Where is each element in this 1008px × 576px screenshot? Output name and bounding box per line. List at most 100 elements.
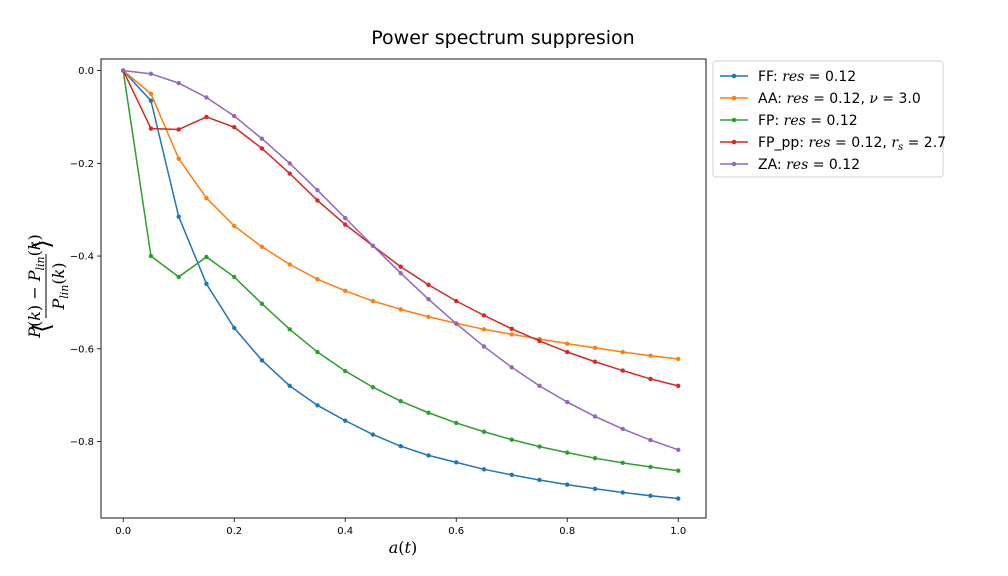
data-point — [620, 490, 625, 495]
data-point — [565, 349, 570, 355]
data-point — [287, 383, 292, 389]
data-point — [426, 410, 431, 415]
data-point — [454, 420, 459, 426]
data-point — [676, 468, 681, 473]
data-point — [315, 277, 320, 282]
data-point — [148, 91, 154, 96]
x-tick-label: 0.6 — [448, 526, 464, 537]
legend-box — [712, 60, 944, 178]
legend-label-ff: FF: res = 0.12 — [758, 69, 856, 85]
data-point — [259, 358, 265, 363]
data-point — [148, 253, 154, 259]
data-point — [481, 429, 487, 434]
plot-frame — [100, 58, 707, 519]
data-point — [343, 222, 348, 227]
data-point — [426, 296, 431, 302]
data-point — [315, 403, 320, 408]
data-point — [565, 450, 570, 455]
data-point — [481, 313, 487, 318]
data-point — [287, 262, 292, 267]
y-axis-label: ⟨ P(k) − Plin(k) Plin(k) ⟩ — [25, 234, 71, 339]
svg-text:⟨: ⟨ — [28, 323, 56, 332]
svg-text:P(k) − Plin(k): P(k) − Plin(k) — [25, 234, 47, 339]
series-line-4 — [123, 69, 679, 451]
chart-title: Power spectrum suppresion — [371, 27, 634, 49]
data-point — [565, 399, 570, 405]
data-point — [454, 321, 459, 326]
x-axis-label: a(t) — [389, 538, 417, 557]
data-point — [204, 281, 209, 287]
data-point — [204, 114, 209, 120]
data-point — [481, 327, 487, 332]
data-point — [370, 385, 376, 390]
data-point — [509, 437, 514, 442]
x-tick-label: 1.0 — [670, 526, 686, 537]
data-point — [509, 365, 514, 370]
data-point — [648, 464, 653, 470]
data-point — [620, 349, 625, 355]
x-tick-label: 0.8 — [559, 526, 575, 537]
data-point — [287, 327, 292, 332]
data-point — [148, 71, 154, 77]
data-point — [204, 195, 209, 201]
y-axis: 0.0 −0.2 −0.4 −0.6 −0.8 — [70, 66, 101, 448]
data-point — [315, 198, 320, 203]
y-tick-label: −0.4 — [70, 252, 94, 263]
data-point — [176, 214, 181, 219]
data-point — [676, 356, 681, 362]
data-point — [592, 359, 598, 364]
data-point — [592, 486, 598, 491]
svg-text:Plin(k): Plin(k) — [49, 262, 71, 310]
data-point — [232, 113, 237, 119]
x-tick-label: 0.2 — [226, 526, 242, 537]
legend-entry-za: ZA: res = 0.12 — [720, 157, 860, 173]
data-point — [148, 126, 154, 131]
data-point — [537, 444, 542, 449]
data-point — [509, 472, 514, 478]
data-point — [232, 124, 237, 130]
data-point — [537, 338, 542, 344]
data-point — [370, 432, 376, 437]
y-tick-label: 0.0 — [78, 66, 94, 77]
data-point — [620, 426, 625, 432]
data-point — [232, 223, 237, 229]
legend-label-fp-pp: FP_pp: res = 0.12, rs = 2.7 — [758, 135, 946, 153]
legend-entry-ff: FF: res = 0.12 — [720, 69, 856, 85]
data-point — [232, 274, 237, 280]
y-tick-label: −0.8 — [70, 437, 94, 448]
data-point — [343, 288, 348, 294]
data-point — [676, 447, 681, 453]
data-point — [343, 215, 348, 221]
data-point — [426, 314, 431, 319]
data-point — [454, 460, 459, 465]
plot-area: 0.0 0.2 0.4 0.6 0.8 1.0 0.0 −0.2 −0.4 −0.6 −0.8 — [70, 58, 707, 537]
data-point — [370, 243, 376, 249]
data-point — [537, 477, 542, 483]
data-point — [565, 482, 570, 487]
data-point — [481, 467, 487, 472]
legend-label-za: ZA: res = 0.12 — [758, 157, 860, 173]
y-tick-label: −0.6 — [70, 344, 94, 355]
data-point — [176, 80, 181, 86]
data-point — [176, 127, 181, 132]
legend-entry-fp: FP: res = 0.12 — [720, 113, 858, 129]
x-axis: 0.0 0.2 0.4 0.6 0.8 1.0 — [115, 518, 686, 537]
data-point — [259, 301, 265, 306]
data-point — [204, 95, 209, 100]
data-point — [648, 353, 653, 358]
legend: FF: res = 0.12 AA: res = 0.12, ν = 3.0 F… — [712, 60, 946, 178]
data-point — [620, 368, 625, 373]
data-point — [426, 453, 431, 458]
data-point — [259, 244, 265, 249]
data-point — [398, 264, 403, 269]
data-point — [648, 493, 653, 498]
data-point — [454, 298, 459, 304]
data-point — [232, 325, 237, 331]
data-point — [176, 274, 181, 280]
series-line-2 — [122, 70, 679, 472]
data-point — [509, 326, 514, 332]
data-point — [287, 171, 292, 176]
series-line-1 — [122, 70, 679, 360]
data-point — [398, 443, 403, 449]
